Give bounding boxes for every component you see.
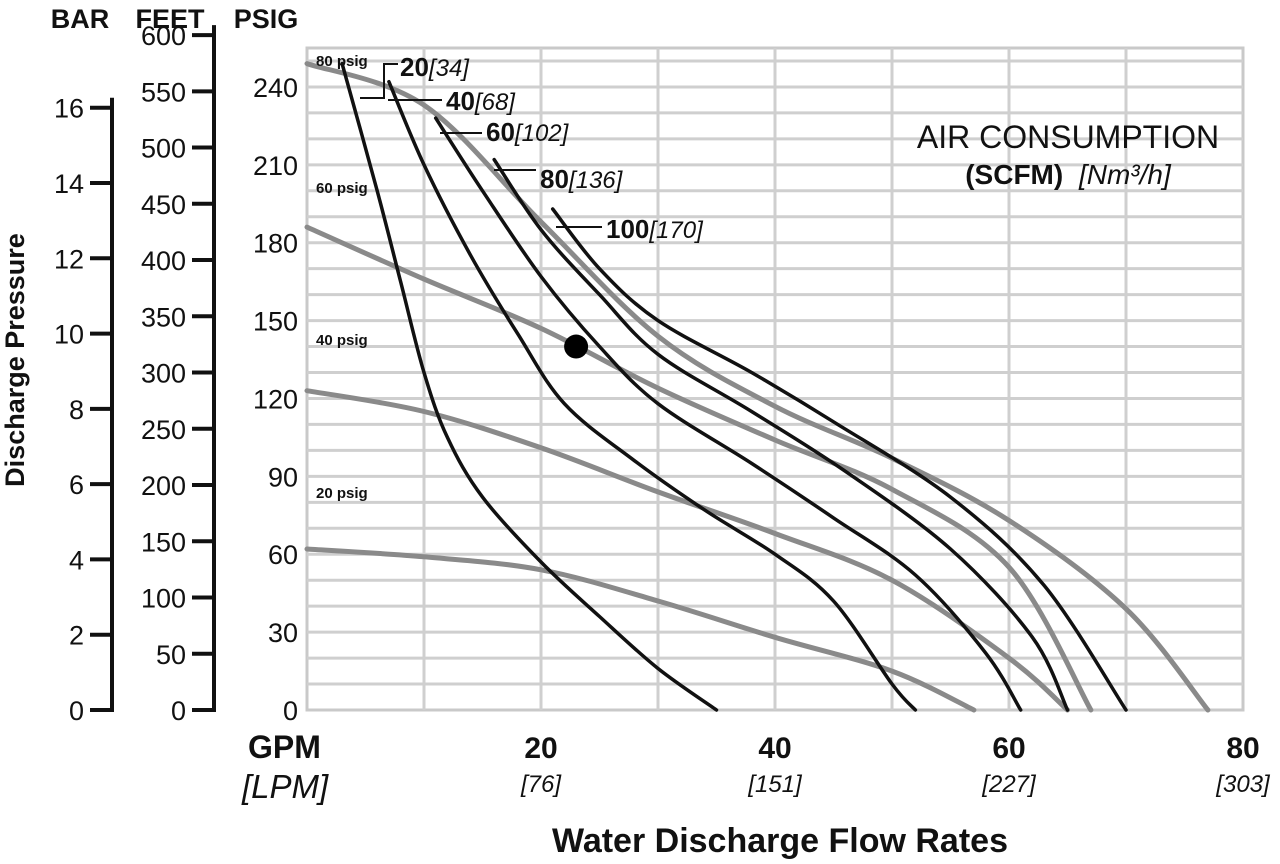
y-tick-label: 0 [283, 696, 298, 726]
y-tick-label: 210 [253, 151, 298, 181]
scfm-label-20: 20[34] [400, 52, 470, 82]
y-tick-label: 2 [69, 621, 84, 651]
y-tick-label: 100 [141, 584, 186, 614]
psig-curve-20-psig [304, 546, 977, 713]
scfm-curve-60 [433, 116, 1023, 712]
curves [304, 61, 1211, 713]
y-tick-label: 60 [268, 540, 298, 570]
y-tick-label: 16 [54, 94, 84, 124]
y-tick-label: 500 [141, 134, 186, 164]
x-tick-sublabel: [227] [981, 771, 1037, 798]
y-tick-label: 10 [54, 320, 84, 350]
psig-curve-60-psig [304, 224, 1094, 713]
y-tick-label: 6 [69, 470, 84, 500]
y-tick-label: 550 [141, 77, 186, 107]
y-tick-label: 300 [141, 359, 186, 389]
air-consumption-title: AIR CONSUMPTION [917, 119, 1219, 155]
y-axis-header-feet: FEET [135, 4, 205, 34]
psig-label: 20 psig [316, 485, 368, 502]
psig-label: 60 psig [316, 180, 368, 197]
leader-line [360, 63, 398, 99]
psig-label: 40 psig [316, 332, 368, 349]
x-axis-title: Water Discharge Flow Rates [552, 822, 1008, 860]
y-tick-label: 0 [171, 696, 186, 726]
x-tick-sublabel: [76] [520, 771, 562, 798]
air-consumption-units: (SCFM) [Nm³/h] [965, 159, 1172, 190]
y-tick-label: 350 [141, 302, 186, 332]
x-tick-label: 40 [758, 732, 791, 765]
y-tick-label: 12 [54, 244, 84, 274]
scfm-curve-80 [492, 157, 1070, 712]
y-tick-label: 14 [54, 169, 84, 199]
y-tick-label: 180 [253, 229, 298, 259]
y-tick-label: 4 [69, 545, 84, 575]
y-tick-label: 200 [141, 471, 186, 501]
y-tick-label: 250 [141, 415, 186, 445]
y-tick-label: 450 [141, 190, 186, 220]
x-tick-label: 80 [1226, 732, 1259, 765]
scfm-curve-100 [550, 207, 1128, 712]
y-tick-label: 50 [156, 640, 186, 670]
psig-curve-80-psig [304, 61, 1211, 713]
scfm-label-80: 80[136] [540, 164, 624, 194]
plot-grid [305, 46, 1245, 712]
y-axis-header-bar: BAR [51, 4, 110, 34]
x-tick-sublabel: [151] [747, 771, 803, 798]
scfm-curve-40 [387, 79, 918, 712]
x-tick-label: 20 [524, 732, 557, 765]
y-axis-header-psig: PSIG [234, 4, 299, 34]
y-tick-label: 30 [268, 618, 298, 648]
axes: BAR0246810121416FEET05010015020025030035… [51, 4, 1271, 798]
psig-curve-40-psig [304, 388, 1070, 713]
y-tick-label: 600 [141, 21, 186, 51]
x-unit-lpm: [LPM] [241, 768, 329, 805]
labels: 80 psig 60 psig 40 psig 20 psig 20[34] 40[68]… [316, 52, 704, 502]
scfm-label-40: 40[68] [446, 86, 516, 116]
y-tick-label: 400 [141, 246, 186, 276]
x-unit-gpm: GPM [248, 729, 321, 765]
y-tick-label: 8 [69, 395, 84, 425]
y-tick-label: 150 [253, 307, 298, 337]
scfm-label-100: 100[170] [606, 214, 704, 244]
psig-label: 80 psig [316, 53, 368, 70]
x-tick-label: 60 [992, 732, 1025, 765]
y-tick-label: 120 [253, 384, 298, 414]
y-axis-title: Discharge Pressure [0, 233, 30, 487]
y-tick-label: 0 [69, 696, 84, 726]
scfm-unit: (SCFM) [965, 159, 1063, 190]
nm3h-unit: [Nm³/h] [1078, 159, 1172, 190]
operating-point-marker [564, 334, 589, 359]
scfm-curve-20 [340, 61, 719, 712]
scfm-label-60: 60[102] [486, 117, 570, 147]
y-tick-label: 90 [268, 462, 298, 492]
x-tick-sublabel: [303] [1215, 771, 1271, 798]
y-tick-label: 150 [141, 527, 186, 557]
y-tick-label: 240 [253, 73, 298, 103]
